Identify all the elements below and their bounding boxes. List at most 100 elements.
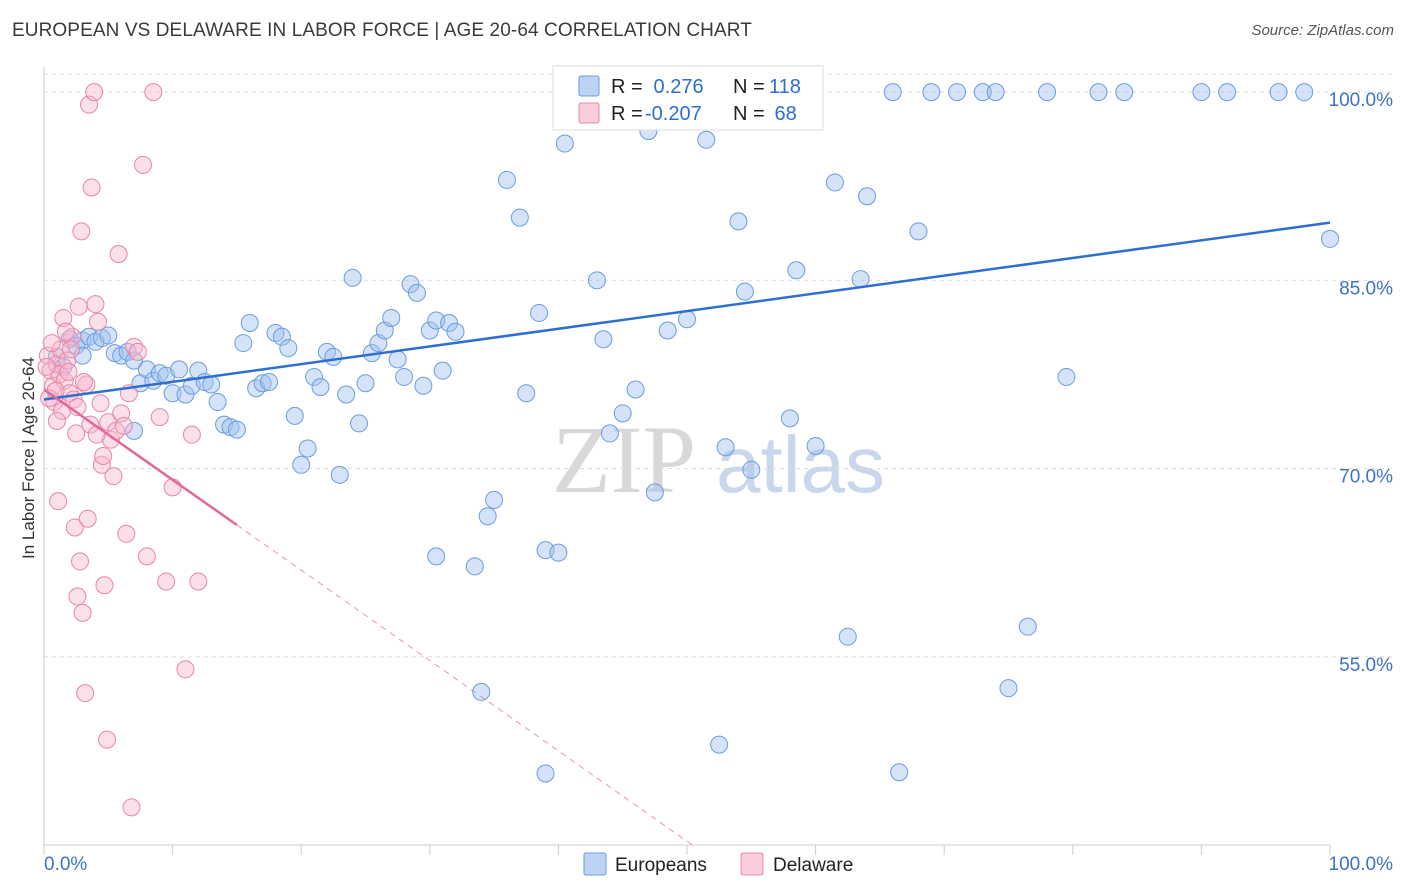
bottom-legend-swatch-europeans [583,852,607,876]
point-delaware [98,730,117,749]
point-europeans [330,465,349,484]
point-europeans [716,438,735,457]
bottom-legend-label-delaware: Delaware [773,855,853,876]
point-delaware [144,83,163,102]
point-europeans [497,170,516,189]
point-delaware [78,509,97,528]
point-delaware [137,547,156,566]
point-europeans [909,222,928,241]
point-europeans [645,483,664,502]
bottom-legend-label-europeans: Europeans [615,855,707,876]
point-delaware [91,394,110,413]
point-delaware [42,334,61,353]
point-europeans [99,326,118,345]
point-europeans [478,507,497,526]
point-europeans [125,421,144,440]
point-europeans [883,83,902,102]
point-europeans [407,283,426,302]
legend-n-value-delaware: 68 [769,103,797,125]
point-europeans [1089,83,1108,102]
point-europeans [948,83,967,102]
point-delaware [109,244,128,263]
point-europeans [298,439,317,458]
point-delaware [150,408,169,427]
series-delaware [37,83,208,817]
point-europeans [890,763,909,782]
point-delaware [59,362,78,381]
point-delaware [56,322,75,341]
point-delaware [49,492,68,511]
x-tick-labels: 0.0% 100.0% [44,854,1393,875]
point-delaware [68,587,87,606]
point-delaware [67,424,86,443]
bottom-legend: Europeans Delaware [583,852,853,876]
legend-n-value-europeans: 118 [769,76,801,98]
point-europeans [1057,367,1076,386]
point-europeans [1269,83,1288,102]
point-delaware [176,660,195,679]
point-europeans [337,385,356,404]
watermark-zip: ZIP [552,406,696,513]
point-europeans [401,275,420,294]
point-europeans [710,735,729,754]
point-europeans [922,83,941,102]
point-europeans [240,313,259,332]
point-delaware [76,684,95,703]
point-delaware [71,552,90,571]
legend-r-label-europeans: R = [611,76,643,98]
point-delaware [89,312,108,331]
legend: R = 0.276 N = 118 R = -0.207 N = 68 [552,65,824,131]
point-europeans [825,173,844,192]
y-tick-labels: 55.0% 70.0% 85.0% 100.0% [1329,90,1394,676]
legend-n-label-delaware: N = [733,103,765,125]
point-delaware [72,222,91,241]
point-delaware [47,411,66,430]
point-europeans [851,270,870,289]
point-europeans [697,130,716,149]
point-delaware [82,178,101,197]
point-europeans [279,339,298,358]
point-delaware [189,572,208,591]
point-europeans [350,414,369,433]
point-europeans [311,377,330,396]
point-europeans [999,679,1018,698]
legend-r-value-delaware: -0.207 [645,103,702,125]
point-europeans [388,350,407,369]
point-delaware [95,576,114,595]
point-delaware [114,416,133,435]
point-europeans [485,490,504,509]
point-europeans [472,682,491,701]
point-delaware [163,478,182,497]
point-europeans [510,208,529,227]
trend-lines [43,221,1331,846]
point-europeans [433,361,452,380]
point-europeans [170,360,189,379]
point-europeans [530,303,549,322]
x-tick-label-max: 100.0% [1329,854,1394,875]
point-europeans [594,330,613,349]
y-tick-label: 100.0% [1329,90,1394,111]
point-europeans [305,367,324,386]
point-europeans [260,372,279,391]
point-delaware [101,430,120,449]
point-europeans [292,455,311,474]
point-europeans [343,268,362,287]
bottom-legend-swatch-delaware [740,852,764,876]
point-europeans [272,327,291,346]
point-europeans [414,376,433,395]
point-europeans [324,347,343,366]
point-europeans [600,424,619,443]
y-tick-label: 85.0% [1339,278,1393,299]
point-europeans [420,321,439,340]
point-delaware [128,342,147,361]
legend-r-value-europeans: 0.276 [648,76,704,98]
y-axis-label: In Labor Force | Age 20-64 [19,357,38,559]
y-tick-label: 70.0% [1339,467,1393,488]
point-delaware [74,372,93,391]
point-europeans [858,187,877,206]
point-delaware [182,425,201,444]
point-europeans [163,384,182,403]
point-delaware [157,572,176,591]
point-europeans [613,404,632,423]
